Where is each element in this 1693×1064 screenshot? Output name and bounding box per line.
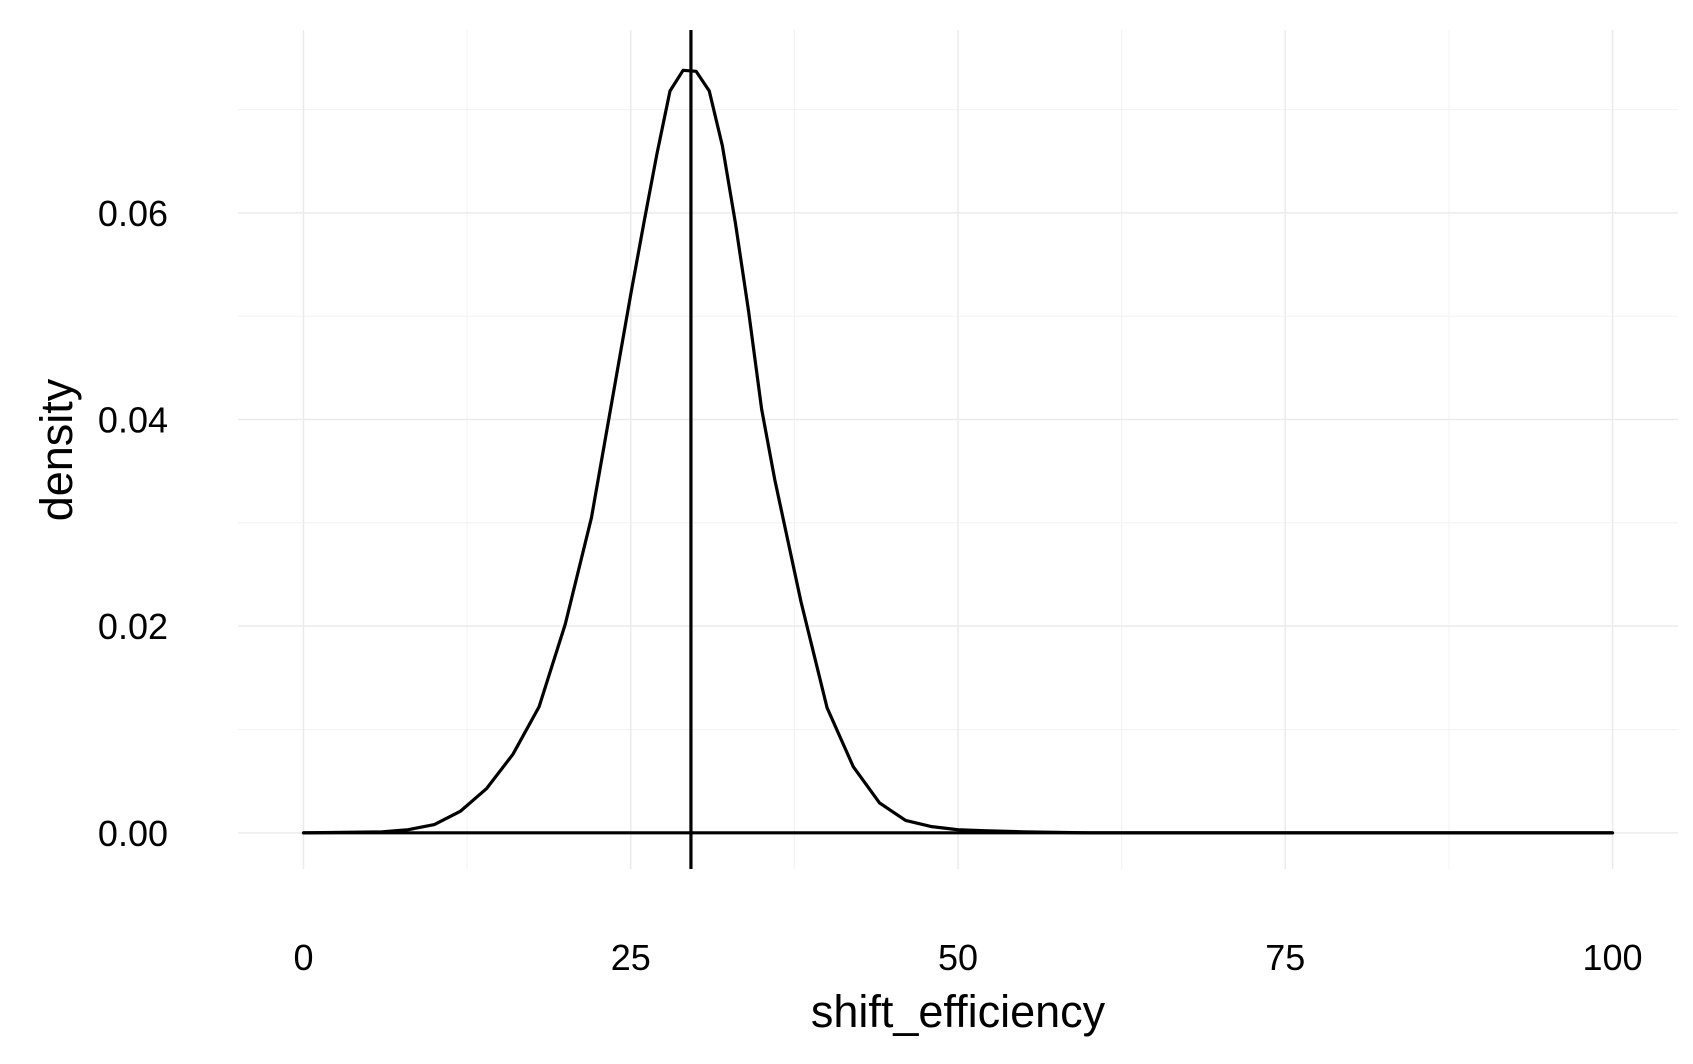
y-tick-label: 0.02 [98, 606, 168, 647]
y-axis-label: density [31, 378, 82, 521]
x-tick-label: 50 [938, 937, 978, 978]
y-tick-label: 0.04 [98, 400, 168, 441]
x-tick-label: 25 [611, 937, 651, 978]
x-tick-label: 100 [1583, 937, 1643, 978]
x-tick-label: 0 [293, 937, 313, 978]
x-axis-ticks: 0 25 50 75 100 [293, 937, 1642, 978]
y-axis-ticks: 0.00 0.02 0.04 0.06 [98, 193, 168, 854]
y-tick-label: 0.06 [98, 193, 168, 234]
x-axis-label: shift_efficiency [811, 986, 1106, 1037]
y-tick-label: 0.00 [98, 813, 168, 854]
series-layer [301, 68, 1615, 835]
density-curve [301, 68, 1615, 835]
x-tick-label: 75 [1265, 937, 1305, 978]
